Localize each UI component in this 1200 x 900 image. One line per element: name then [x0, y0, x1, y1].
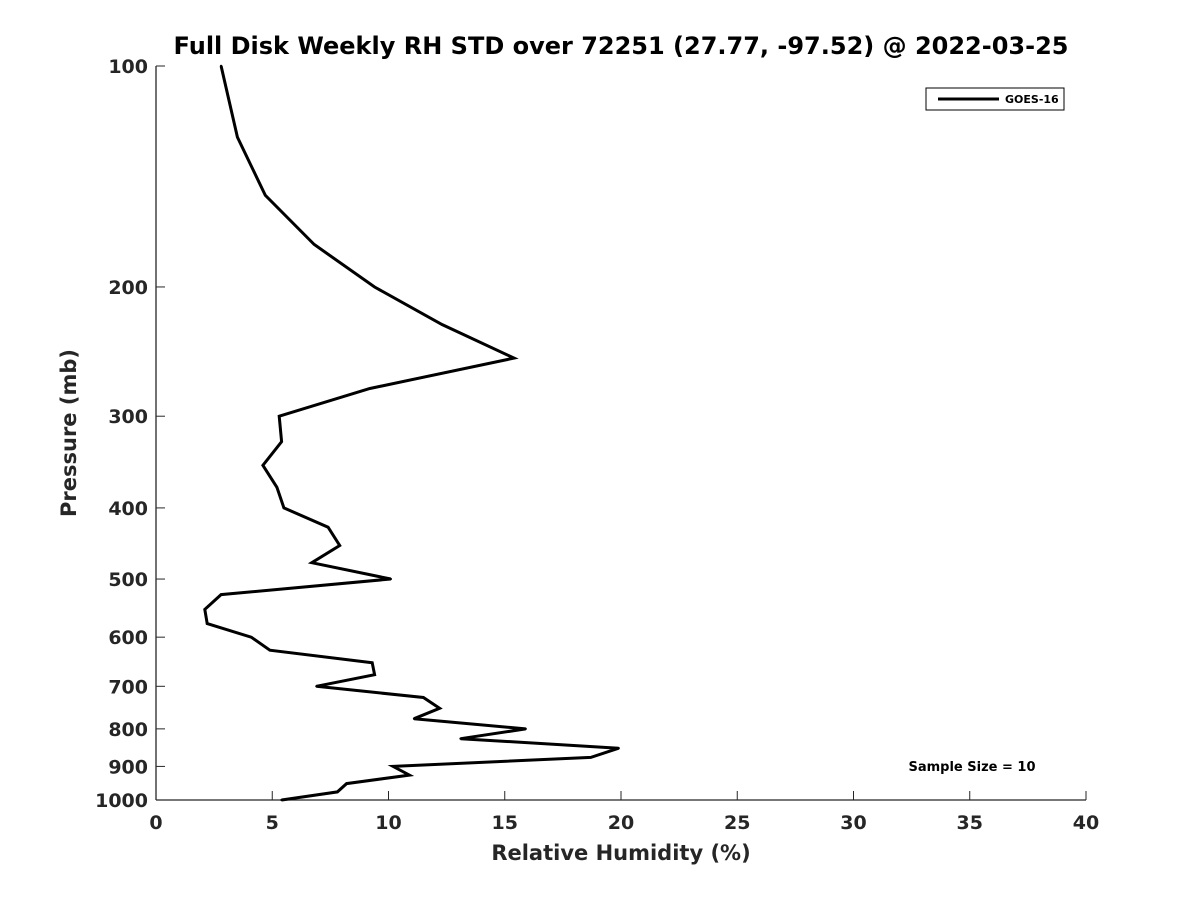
y-tick-label: 800	[108, 719, 148, 741]
data-point-goes-16	[280, 798, 283, 802]
data-point-goes-16	[373, 285, 376, 289]
x-tick-label: 40	[1073, 812, 1099, 834]
data-point-goes-16	[617, 746, 620, 750]
data-point-goes-16	[312, 243, 316, 246]
data-point-goes-16	[219, 64, 223, 68]
data-point-goes-16	[205, 622, 209, 625]
data-point-goes-16	[408, 773, 411, 777]
data-point-goes-16	[371, 661, 374, 664]
y-tick-label: 500	[108, 569, 148, 591]
data-point-goes-16	[326, 526, 330, 529]
x-tick-label: 30	[840, 812, 866, 834]
data-point-goes-16	[589, 756, 592, 759]
data-point-goes-16	[391, 765, 395, 768]
x-tick-label: 20	[608, 812, 634, 834]
y-tick-label: 400	[108, 498, 148, 520]
data-point-goes-16	[261, 464, 265, 467]
y-tick-label: 600	[108, 627, 148, 649]
y-axis-label: Pressure (mb)	[57, 349, 81, 517]
chart-title: Full Disk Weekly RH STD over 72251 (27.7…	[174, 32, 1069, 60]
y-tick-label: 1000	[95, 790, 148, 812]
x-tick-label: 35	[957, 812, 983, 834]
y-tick-label: 100	[108, 56, 148, 78]
data-point-goes-16	[219, 593, 223, 596]
data-point-goes-16	[264, 194, 267, 197]
data-point-goes-16	[422, 696, 425, 699]
data-point-goes-16	[236, 135, 239, 139]
data-point-goes-16	[524, 727, 527, 731]
y-tick-label: 300	[108, 406, 148, 428]
data-point-goes-16	[280, 440, 283, 443]
data-point-goes-16	[338, 544, 341, 547]
axes	[155, 65, 1087, 801]
data-point-goes-16	[310, 561, 313, 564]
data-point-goes-16	[282, 506, 286, 510]
data-point-goes-16	[203, 608, 207, 611]
sample-size-annotation: Sample Size = 10	[908, 760, 1035, 775]
data-point-goes-16	[345, 782, 348, 785]
y-tick-label: 200	[108, 277, 148, 299]
y-tick-label: 700	[108, 676, 148, 698]
data-point-goes-16	[336, 790, 339, 794]
tick-labels: 0 5 10 15 20 25 30 35 40 100 200 300 400 500 600 700 800…	[95, 56, 1099, 834]
legend-entry-goes-16: GOES-16	[1005, 93, 1059, 106]
data-point-goes-16	[250, 635, 253, 639]
x-tick-label: 5	[266, 812, 279, 834]
data-point-goes-16	[368, 387, 372, 390]
data-point-goes-16	[275, 486, 279, 489]
x-tick-label: 0	[149, 812, 162, 834]
data-point-goes-16	[268, 648, 272, 652]
x-tick-label: 25	[724, 812, 750, 834]
data-point-goes-16	[459, 737, 462, 740]
series-line-goes-16	[203, 65, 620, 802]
data-point-goes-16	[389, 577, 393, 581]
x-tick-label: 10	[375, 812, 401, 834]
data-point-goes-16	[315, 685, 318, 688]
data-point-goes-16	[412, 717, 416, 720]
x-tick-label: 15	[492, 812, 518, 834]
data-point-goes-16	[438, 707, 441, 710]
legend: GOES-16	[925, 87, 1065, 111]
series	[203, 64, 620, 802]
data-point-goes-16	[512, 356, 516, 360]
y-tick-label: 900	[108, 756, 148, 778]
data-point-goes-16	[373, 673, 376, 676]
data-point-goes-16	[440, 323, 444, 326]
x-axis-label: Relative Humidity (%)	[491, 841, 750, 865]
data-point-goes-16	[278, 415, 281, 418]
